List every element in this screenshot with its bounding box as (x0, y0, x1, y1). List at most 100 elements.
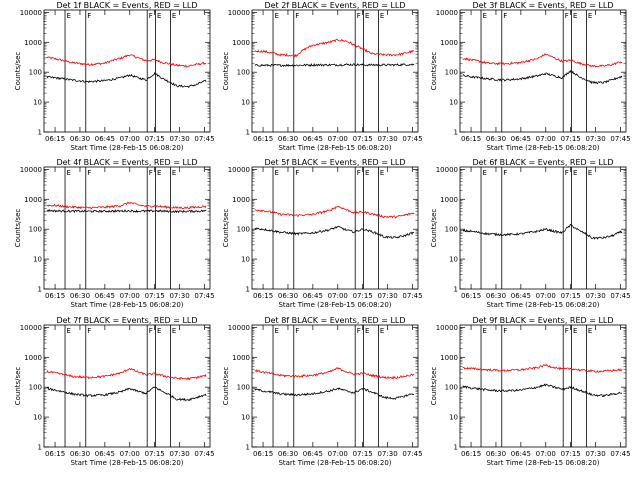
y-tick-label: 100 (445, 384, 458, 392)
y-tick-label: 1000 (440, 39, 458, 47)
marker-label: F (87, 12, 91, 20)
events-series-line (254, 387, 415, 400)
y-tick-label: 10 (241, 99, 250, 107)
lld-series-line (462, 53, 623, 68)
y-tick-label: 10000 (436, 9, 458, 17)
y-tick-label: 1000 (24, 39, 42, 47)
y-tick-label: 100 (237, 69, 250, 77)
y-axis-label: Counts/sec (430, 52, 438, 91)
x-tick-label: 06:15 (461, 135, 481, 143)
events-series-line (46, 71, 207, 89)
x-tick-label: 06:15 (45, 450, 65, 458)
marker-label: E (573, 169, 577, 177)
x-axis-label: Start Time (28-Feb-15 06:08:20) (70, 144, 183, 152)
y-axis-label: Counts/sec (14, 52, 22, 91)
x-tick-label: 07:15 (561, 450, 581, 458)
x-tick-label: 06:15 (461, 292, 481, 300)
x-axis-label: Start Time (28-Feb-15 06:08:20) (70, 459, 183, 467)
x-tick-label: 07:15 (145, 450, 165, 458)
marker-label: E (172, 169, 176, 177)
plot-frame (251, 324, 419, 448)
y-tick-label: 10 (449, 414, 458, 422)
marker-label: E (380, 169, 384, 177)
y-tick-label: 1 (454, 129, 458, 137)
x-tick-label: 07:45 (610, 292, 630, 300)
marker-label: F (565, 12, 569, 20)
lld-series-line (462, 363, 623, 373)
y-tick-label: 1000 (232, 39, 250, 47)
marker-label: E (275, 169, 279, 177)
y-tick-label: 1 (246, 286, 250, 294)
marker-label: E (67, 327, 71, 335)
y-tick-label: 100 (445, 69, 458, 77)
x-tick-label: 07:30 (377, 450, 397, 458)
y-tick-label: 10 (449, 256, 458, 264)
y-tick-label: 1 (38, 444, 42, 452)
x-tick-label: 06:30 (486, 292, 506, 300)
y-tick-label: 1 (246, 129, 250, 137)
x-tick-label: 07:15 (353, 450, 373, 458)
marker-label: E (483, 327, 487, 335)
y-tick-label: 1 (246, 444, 250, 452)
x-tick-label: 06:30 (278, 135, 298, 143)
x-tick-label: 07:00 (120, 450, 140, 458)
x-tick-label: 06:15 (253, 135, 273, 143)
x-tick-label: 06:45 (511, 450, 531, 458)
y-tick-label: 1 (38, 129, 42, 137)
y-axis-label: Counts/sec (430, 209, 438, 248)
x-tick-label: 07:30 (377, 292, 397, 300)
marker-label: E (157, 327, 161, 335)
y-tick-label: 10000 (20, 166, 42, 174)
marker-label: E (588, 169, 592, 177)
y-tick-label: 100 (237, 384, 250, 392)
chart-panel: Det 2f BLACK = Events, RED = LLD 1 10 100 10… (222, 1, 423, 152)
plot-frame (459, 9, 627, 133)
x-tick-label: 07:15 (561, 292, 581, 300)
y-tick-label: 1000 (440, 196, 458, 204)
marker-label: E (573, 12, 577, 20)
marker-label: F (87, 169, 91, 177)
x-tick-label: 06:15 (253, 450, 273, 458)
lld-series-line (46, 201, 207, 210)
x-axis-label: Start Time (28-Feb-15 06:08:20) (486, 301, 599, 309)
y-tick-label: 1 (38, 286, 42, 294)
x-tick-label: 07:15 (353, 292, 373, 300)
marker-label: F (149, 327, 153, 335)
y-tick-label: 1 (454, 444, 458, 452)
y-axis-label: Counts/sec (14, 367, 22, 406)
y-tick-label: 10 (449, 99, 458, 107)
x-tick-label: 07:00 (328, 135, 348, 143)
plot-frame (459, 166, 627, 290)
y-tick-label: 10000 (228, 166, 250, 174)
marker-label: E (275, 327, 279, 335)
y-tick-label: 100 (29, 384, 42, 392)
x-tick-label: 07:45 (402, 135, 422, 143)
x-tick-label: 07:45 (610, 450, 630, 458)
x-tick-label: 07:00 (328, 292, 348, 300)
y-tick-label: 10 (241, 256, 250, 264)
plot-frame (43, 166, 211, 290)
x-tick-label: 07:45 (194, 450, 214, 458)
x-axis-label: Start Time (28-Feb-15 06:08:20) (278, 144, 391, 152)
x-tick-label: 06:30 (70, 135, 90, 143)
x-tick-label: 06:15 (461, 450, 481, 458)
marker-label: E (365, 12, 369, 20)
marker-label: F (357, 169, 361, 177)
marker-label: E (380, 12, 384, 20)
y-tick-label: 1000 (24, 354, 42, 362)
panel-title: Det 3f BLACK = Events, RED = LLD (472, 1, 613, 10)
x-tick-label: 06:45 (95, 135, 115, 143)
plot-frame (43, 9, 211, 133)
chart-panel: Det 1f BLACK = Events, RED = LLD 1 10 100 10… (14, 1, 215, 152)
x-tick-label: 06:30 (70, 292, 90, 300)
x-tick-label: 07:30 (169, 292, 189, 300)
panel-title: Det 7f BLACK = Events, RED = LLD (56, 316, 197, 325)
marker-label: F (295, 169, 299, 177)
marker-label: F (503, 169, 507, 177)
x-tick-label: 06:15 (45, 135, 65, 143)
marker-label: F (503, 327, 507, 335)
plot-frame (459, 324, 627, 448)
marker-label: F (565, 169, 569, 177)
y-tick-label: 10 (33, 414, 42, 422)
y-tick-label: 10000 (228, 9, 250, 17)
